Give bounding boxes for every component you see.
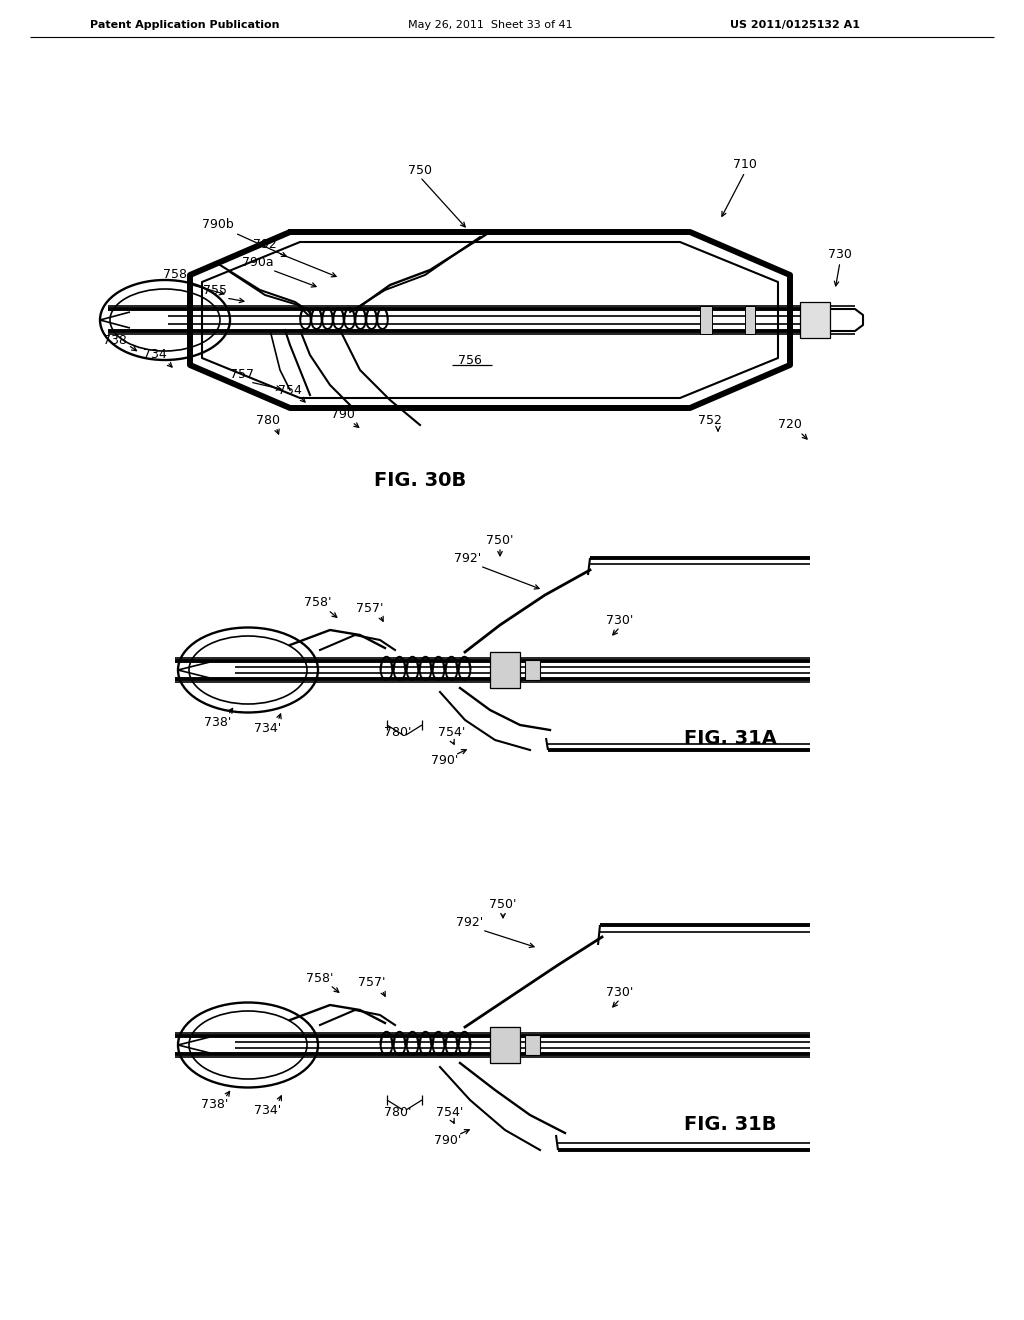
Text: 790': 790': [431, 754, 459, 767]
Text: 790: 790: [331, 408, 355, 421]
Text: 738': 738': [202, 1098, 228, 1111]
Text: 780: 780: [256, 413, 280, 426]
Text: 734: 734: [143, 348, 167, 362]
Text: 792': 792': [455, 552, 481, 565]
Text: 757': 757': [356, 602, 384, 615]
Text: 738: 738: [103, 334, 127, 346]
Text: 754: 754: [279, 384, 302, 396]
Text: 738': 738': [205, 715, 231, 729]
Text: 780': 780': [384, 1106, 412, 1118]
Text: 792': 792': [457, 916, 483, 928]
Text: 750: 750: [408, 164, 432, 177]
Text: 755: 755: [203, 284, 227, 297]
Bar: [525, 1035, 540, 1055]
Bar: [490, 1027, 520, 1063]
Bar: [800, 302, 830, 338]
Bar: [745, 306, 755, 334]
Text: FIG. 30B: FIG. 30B: [374, 470, 466, 490]
Text: 790a: 790a: [243, 256, 273, 268]
Text: 792: 792: [253, 239, 276, 252]
Text: 780': 780': [384, 726, 412, 739]
Text: 734': 734': [254, 722, 282, 734]
Text: 758': 758': [304, 595, 332, 609]
Text: FIG. 31A: FIG. 31A: [684, 729, 776, 747]
Text: 758: 758: [163, 268, 187, 281]
Text: 730': 730': [606, 614, 634, 627]
Text: 757: 757: [230, 368, 254, 381]
Text: 756: 756: [458, 354, 482, 367]
Text: 750': 750': [489, 899, 517, 912]
Text: FIG. 31B: FIG. 31B: [684, 1115, 776, 1134]
Text: 730: 730: [828, 248, 852, 261]
Text: May 26, 2011  Sheet 33 of 41: May 26, 2011 Sheet 33 of 41: [408, 20, 572, 30]
Text: 730': 730': [606, 986, 634, 998]
Text: 710: 710: [733, 158, 757, 172]
Text: 750': 750': [486, 533, 514, 546]
Text: 720: 720: [778, 418, 802, 432]
Text: US 2011/0125132 A1: US 2011/0125132 A1: [730, 20, 860, 30]
Text: 790b: 790b: [202, 219, 233, 231]
Bar: [490, 652, 520, 688]
Text: 754': 754': [436, 1106, 464, 1118]
Bar: [525, 660, 540, 680]
Text: 734': 734': [254, 1104, 282, 1117]
Text: 752: 752: [698, 413, 722, 426]
Text: 790': 790': [434, 1134, 462, 1147]
Text: 754': 754': [438, 726, 466, 739]
Text: 758': 758': [306, 972, 334, 985]
Text: Patent Application Publication: Patent Application Publication: [90, 20, 280, 30]
Bar: [700, 306, 712, 334]
Text: 757': 757': [358, 977, 386, 990]
